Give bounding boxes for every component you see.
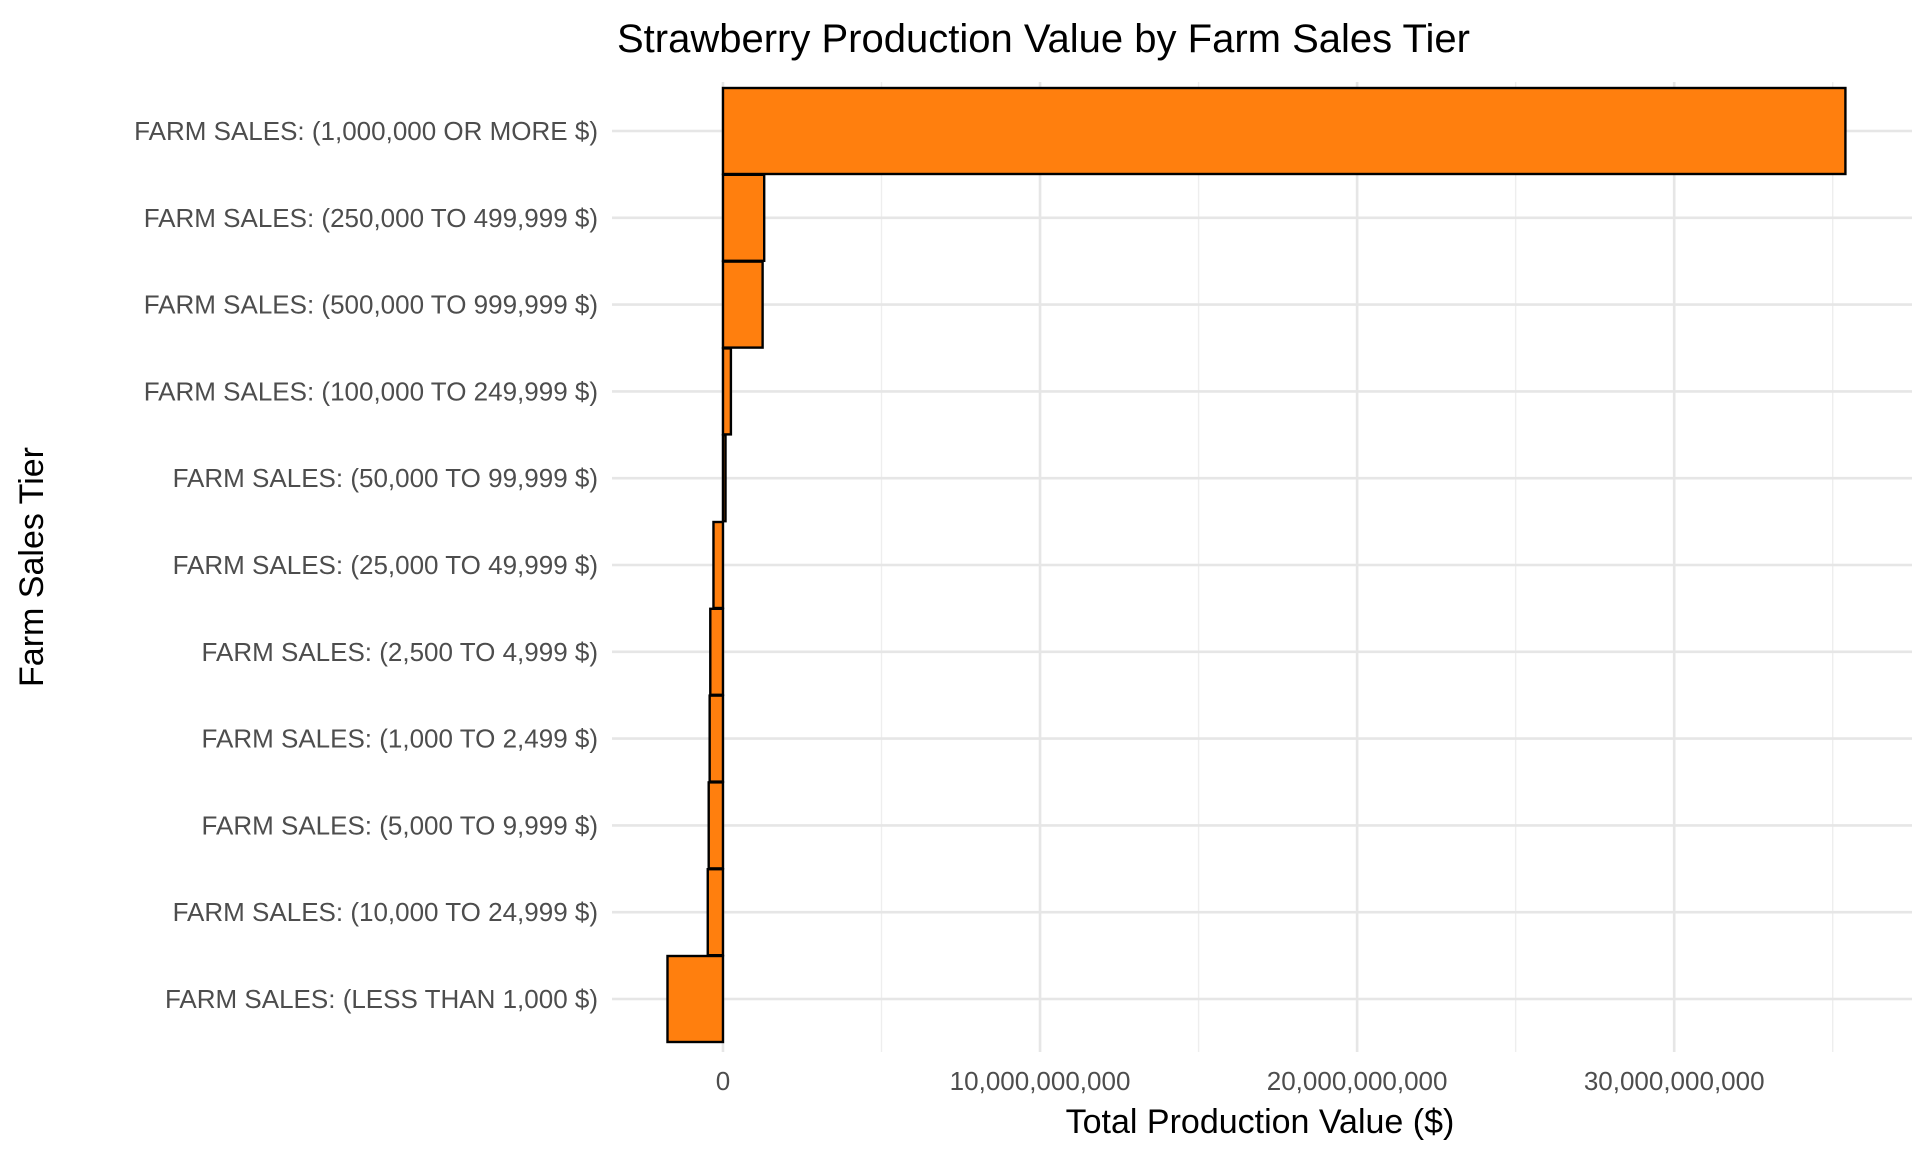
bar: [721, 434, 727, 523]
x-tick-label: 20,000,000,000: [1267, 1066, 1448, 1096]
chart-title: Strawberry Production Value by Farm Sale…: [617, 17, 1470, 61]
x-tick-label: 10,000,000,000: [950, 1066, 1131, 1096]
bar: [707, 781, 725, 870]
y-tick-label: FARM SALES: (50,000 TO 99,999 $): [173, 463, 598, 493]
y-tick-label: FARM SALES: (1,000 TO 2,499 $): [202, 724, 598, 754]
bar-layer: [666, 86, 1847, 1044]
x-tick-labels: 0 10,000,000,000 20,000,000,000 30,000,000,…: [716, 1066, 1765, 1096]
bar: [709, 607, 725, 696]
bar: [708, 694, 725, 783]
y-tick-label: FARM SALES: (10,000 TO 24,999 $): [173, 897, 598, 927]
y-tick-label: FARM SALES: (250,000 TO 499,999 $): [144, 203, 598, 233]
grid-layer: [612, 82, 1912, 1052]
y-tick-label: FARM SALES: (100,000 TO 249,999 $): [144, 376, 598, 406]
x-axis-title: Total Production Value ($): [1066, 1103, 1455, 1141]
x-tick-label: 30,000,000,000: [1584, 1066, 1765, 1096]
y-tick-label: FARM SALES: (25,000 TO 49,999 $): [173, 550, 598, 580]
x-tick-label: 0: [716, 1066, 730, 1096]
y-tick-label: FARM SALES: (5,000 TO 9,999 $): [202, 810, 598, 840]
bar: [721, 347, 733, 436]
y-tick-labels: FARM SALES: (1,000,000 OR MORE $) FARM SA…: [134, 116, 598, 1014]
y-tick-label: FARM SALES: (1,000,000 OR MORE $): [134, 116, 598, 146]
bar: [721, 86, 1847, 176]
bar: [721, 260, 764, 349]
y-axis-title: Farm Sales Tier: [13, 447, 51, 687]
y-tick-label: FARM SALES: (LESS THAN 1,000 $): [165, 984, 598, 1014]
bar: [721, 173, 766, 263]
bar: [706, 868, 725, 957]
bar: [712, 520, 725, 610]
bar: [666, 954, 725, 1044]
y-tick-label: FARM SALES: (2,500 TO 4,999 $): [202, 637, 598, 667]
y-tick-label: FARM SALES: (500,000 TO 999,999 $): [144, 290, 598, 320]
